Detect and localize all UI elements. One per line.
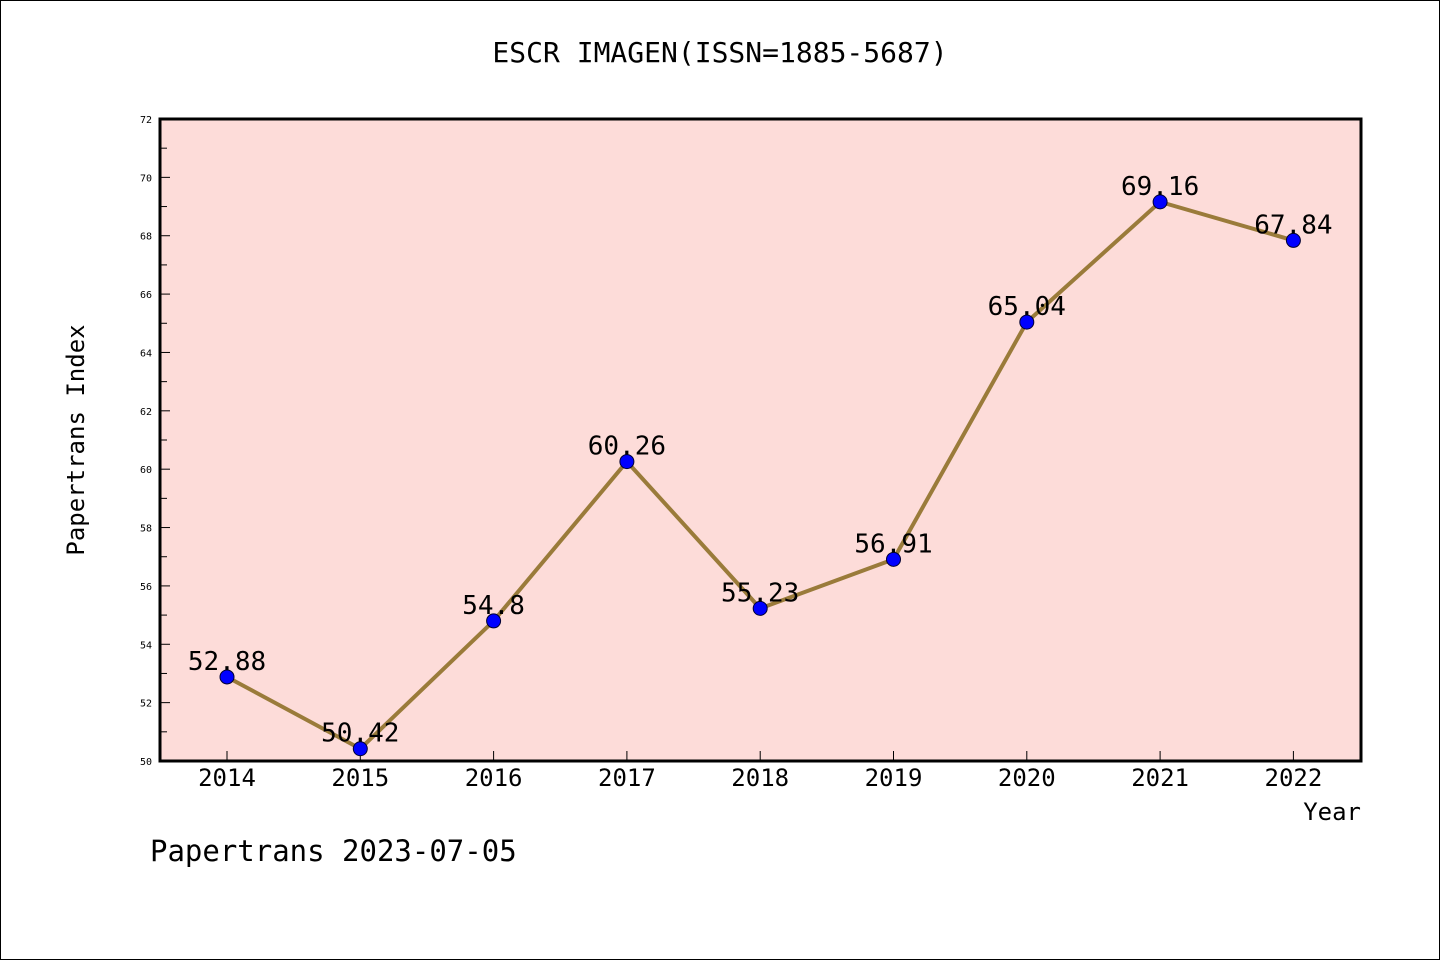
x-axis-title: Year [1303, 798, 1361, 826]
data-label: 65.04 [988, 292, 1066, 322]
data-point [219, 669, 235, 685]
data-point [752, 600, 768, 616]
y-tick-label: 72 [140, 115, 152, 126]
data-label: 69.16 [1121, 172, 1199, 202]
data-label: 52.88 [188, 647, 266, 677]
data-point [1152, 194, 1168, 210]
x-tick-label: 2018 [731, 764, 789, 792]
data-label: 50.42 [321, 719, 399, 749]
y-tick-label: 54 [140, 640, 152, 651]
y-tick-label: 58 [140, 524, 152, 535]
x-tick-label: 2014 [198, 764, 256, 792]
x-tick-label: 2021 [1131, 764, 1189, 792]
data-label: 54.8 [462, 591, 525, 621]
data-label: 60.26 [588, 432, 666, 462]
y-tick-label: 64 [140, 348, 152, 359]
y-tick-label: 50 [140, 757, 152, 768]
x-tick-label: 2017 [598, 764, 656, 792]
data-point [352, 741, 368, 757]
plot-area [160, 119, 1361, 761]
y-tick-label: 62 [140, 407, 152, 418]
x-tick-label: 2019 [865, 764, 923, 792]
y-tick-label: 52 [140, 699, 152, 710]
y-tick-label: 60 [140, 465, 152, 476]
data-point [1285, 232, 1301, 248]
data-label: 56.91 [854, 529, 932, 559]
data-label: 55.23 [721, 578, 799, 608]
y-tick-label: 68 [140, 232, 152, 243]
data-point [486, 613, 502, 629]
footer-note: Papertrans 2023-07-05 [150, 834, 517, 868]
data-point [886, 551, 901, 567]
x-tick-label: 2020 [998, 764, 1056, 792]
plot-border [158, 117, 1363, 763]
y-tick-label: 66 [140, 290, 152, 301]
x-tick-label: 2015 [331, 764, 389, 792]
chart-title: ESCR IMAGEN(ISSN=1885-5687) [492, 36, 948, 69]
y-tick-label: 56 [140, 582, 152, 593]
x-tick-label: 2022 [1265, 764, 1323, 792]
y-tick-label: 70 [140, 173, 152, 184]
x-tick-label: 2016 [465, 764, 523, 792]
data-point [619, 454, 635, 470]
data-point [1019, 314, 1035, 330]
y-axis-title: Papertrans Index [62, 324, 90, 555]
data-label: 67.84 [1254, 210, 1332, 240]
